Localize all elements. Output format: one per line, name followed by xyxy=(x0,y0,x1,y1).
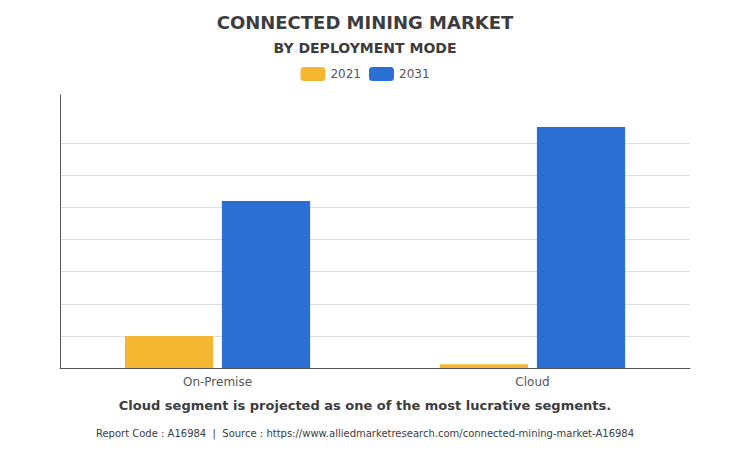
svg-text:Cloud segment is projected as: Cloud segment is projected as one of the… xyxy=(119,398,611,413)
svg-text:Report Code : A16984 | Sourc: Report Code : A16984 | Source : https://… xyxy=(96,428,634,440)
svg-text:2031: 2031 xyxy=(399,67,430,81)
svg-text:Cloud: Cloud xyxy=(515,375,549,389)
svg-text:2021: 2021 xyxy=(330,67,361,81)
svg-text:BY DEPLOYMENT MODE: BY DEPLOYMENT MODE xyxy=(274,40,457,56)
svg-text:CONNECTED MINING MARKET: CONNECTED MINING MARKET xyxy=(217,12,514,33)
svg-text:On-Premise: On-Premise xyxy=(183,375,252,389)
